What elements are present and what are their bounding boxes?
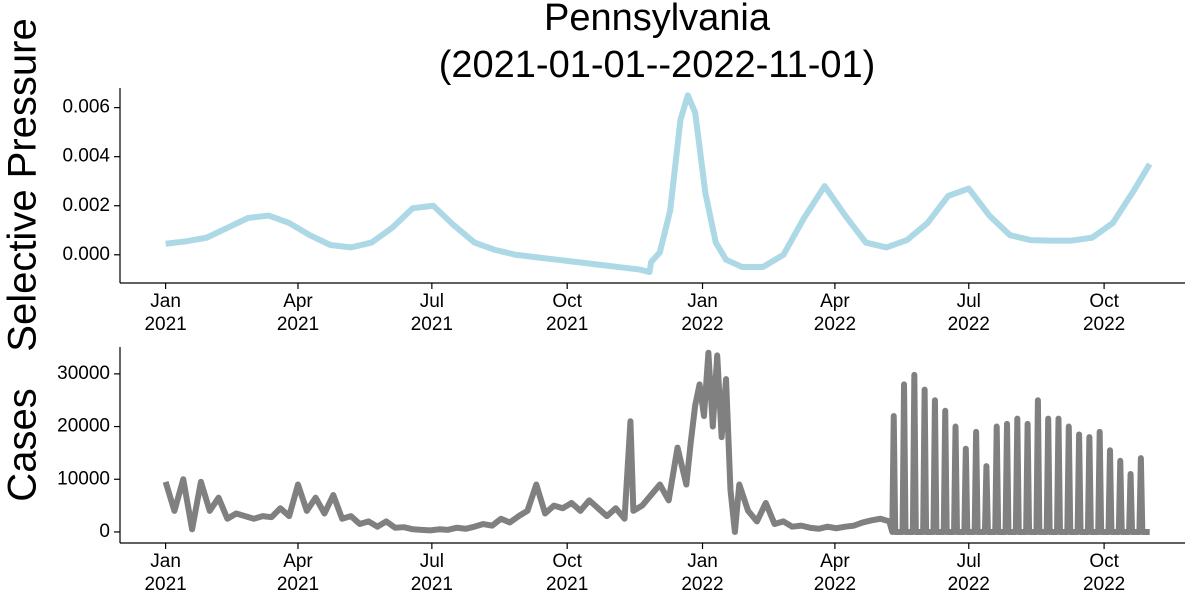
x-tick-label: Jan 2021 xyxy=(144,291,186,335)
x-tick-label: Apr 2021 xyxy=(277,551,319,595)
chart-subtitle: (2021-01-01--2022-11-01) xyxy=(439,44,876,86)
x-tick-label: Oct 2022 xyxy=(1083,291,1125,335)
y-axis-label: Selective Pressure xyxy=(1,18,45,351)
x-tick-label: Oct 2021 xyxy=(546,551,588,595)
x-tick-label: Jul 2022 xyxy=(948,291,990,335)
x-tick-label: Jan 2021 xyxy=(144,551,186,595)
x-tick-label: Apr 2021 xyxy=(277,291,319,335)
chart-title: Pennsylvania xyxy=(544,0,771,39)
y-tick-label: 0 xyxy=(99,521,110,542)
x-tick-label: Apr 2022 xyxy=(814,551,856,595)
y-tick-label: 0.000 xyxy=(62,244,110,265)
data-line xyxy=(165,92,1153,275)
x-tick-label: Jan 2022 xyxy=(681,551,723,595)
y-tick-label: 10000 xyxy=(57,468,110,489)
y-tick-label: 0.002 xyxy=(62,195,110,216)
y-tick-label: 30000 xyxy=(57,363,110,384)
x-tick-label: Jul 2022 xyxy=(948,551,990,595)
y-tick-label: 20000 xyxy=(57,416,110,437)
x-tick-label: Jan 2022 xyxy=(681,291,723,335)
x-tick-label: Jul 2021 xyxy=(411,551,453,595)
x-tick-label: Oct 2021 xyxy=(546,291,588,335)
x-tick-label: Jul 2021 xyxy=(411,291,453,335)
y-axis-label: Cases xyxy=(1,388,45,501)
x-tick-label: Apr 2022 xyxy=(814,291,856,335)
y-tick-label: 0.004 xyxy=(62,146,110,167)
x-tick-label: Oct 2022 xyxy=(1083,551,1125,595)
y-tick-label: 0.006 xyxy=(62,97,110,118)
data-line xyxy=(162,349,1150,535)
